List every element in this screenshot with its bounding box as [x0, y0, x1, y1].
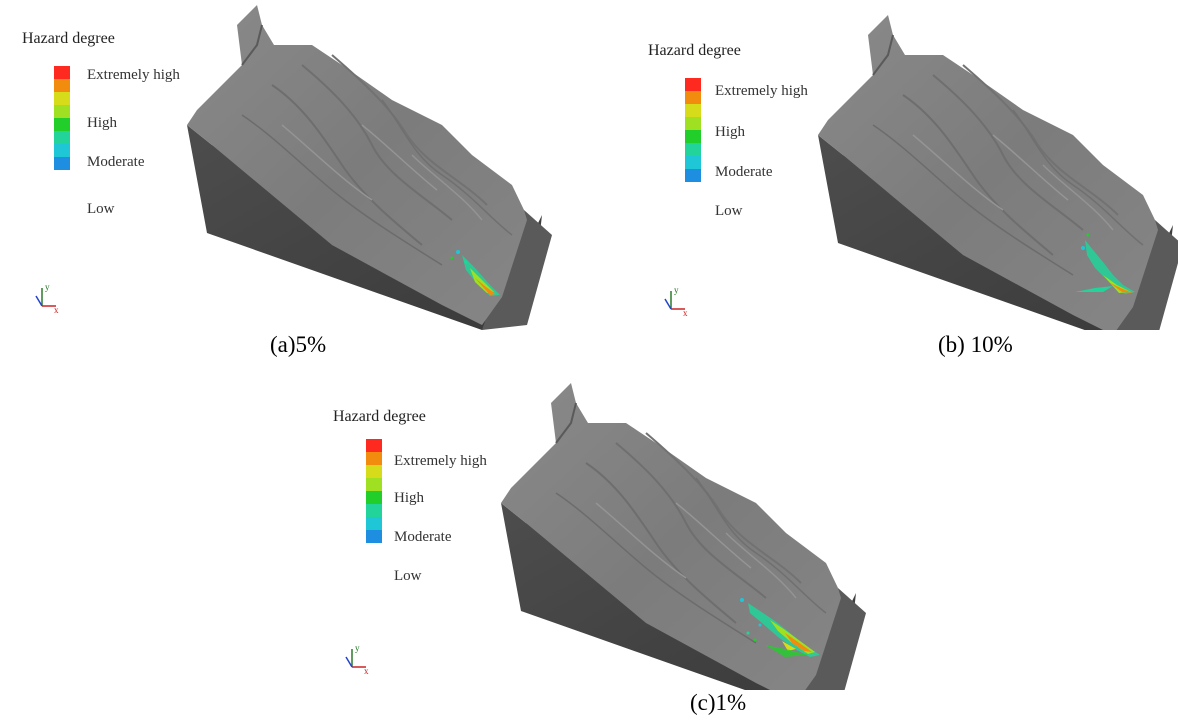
legend-label-moderate: Moderate — [394, 529, 452, 545]
legend-color-bar — [685, 78, 701, 182]
hazard-zone-a — [450, 250, 500, 296]
legend-label-extremely-high: Extremely high — [712, 82, 811, 101]
axis-triad-icon: y x — [35, 282, 59, 315]
terrain-model-b — [817, 14, 1178, 330]
axis-y-label: y — [355, 643, 360, 653]
panel-a: Hazard degree Extremely high High Modera… — [0, 0, 560, 330]
hazard-zone-c — [740, 598, 820, 657]
legend-label-low: Low — [715, 203, 743, 219]
legend-label-extremely-high: Extremely high — [84, 66, 183, 85]
legend-label-low: Low — [87, 201, 115, 217]
legend-title: Hazard degree — [22, 30, 115, 47]
hazard-zone-b — [1075, 233, 1135, 294]
axis-x-label: x — [683, 308, 688, 318]
caption-panel-a: (a)5% — [270, 332, 327, 357]
axis-triad-icon: y x — [345, 643, 369, 676]
legend-title: Hazard degree — [648, 42, 741, 59]
axis-x-label: x — [54, 305, 59, 315]
caption-panel-b: (b) 10% — [938, 332, 1013, 357]
axis-triad-icon: y x — [664, 285, 688, 318]
panel-c: Hazard degree Extremely high High Modera… — [330, 375, 890, 690]
terrain-model-c — [500, 382, 867, 690]
legend-title: Hazard degree — [333, 408, 426, 425]
legend-label-low: Low — [394, 568, 422, 584]
legend-color-bar — [366, 439, 382, 543]
legend-label-extremely-high: Extremely high — [391, 452, 490, 471]
terrain-model-a — [186, 4, 553, 330]
panel-b: Hazard degree Extremely high High Modera… — [625, 0, 1178, 330]
axis-y-label: y — [674, 285, 679, 295]
axis-x-label: x — [364, 666, 369, 676]
axis-y-label: y — [45, 282, 50, 292]
legend-label-high: High — [715, 124, 745, 140]
caption-panel-c: (c)1% — [690, 690, 747, 715]
legend-label-moderate: Moderate — [715, 164, 773, 180]
legend-label-high: High — [87, 115, 117, 131]
legend-color-bar — [54, 66, 70, 170]
legend-label-moderate: Moderate — [87, 154, 145, 170]
legend-label-high: High — [394, 490, 424, 506]
